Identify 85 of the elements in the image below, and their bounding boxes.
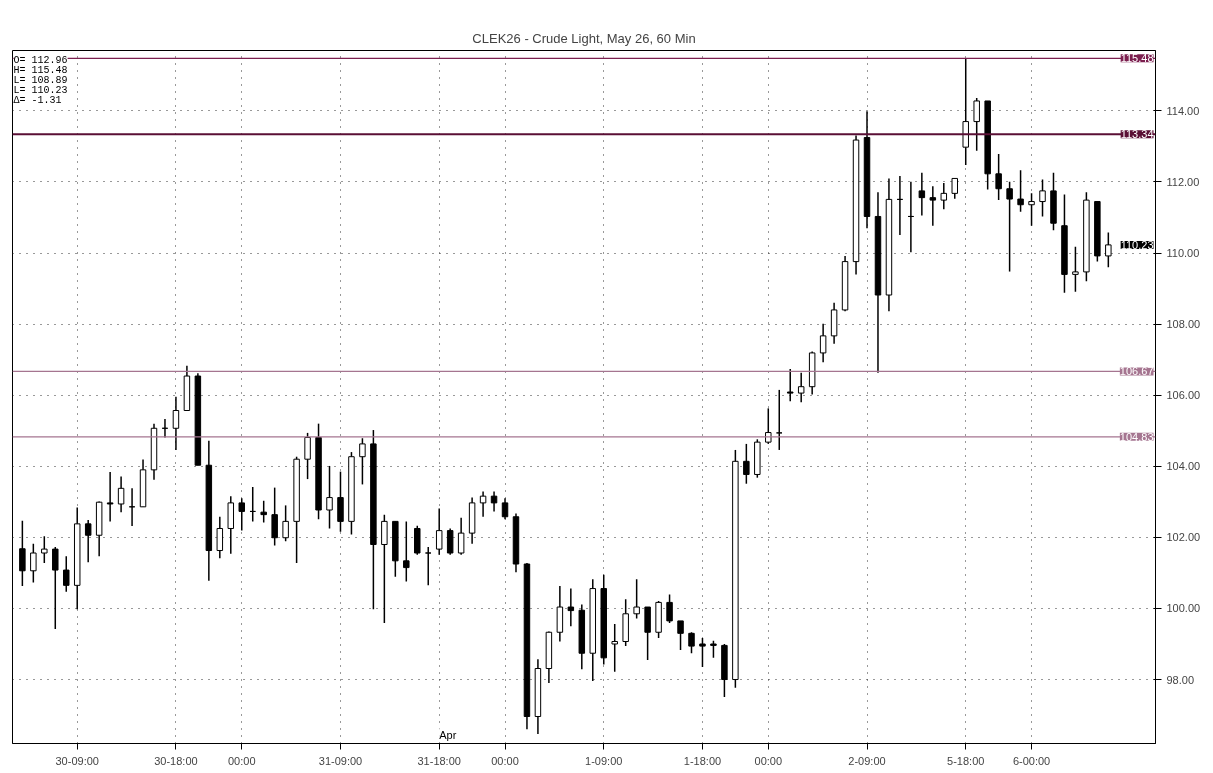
candlestick [1028,192,1035,227]
candlestick [304,432,311,480]
candlestick [117,475,125,513]
y-tick-label: 112.00 [1166,175,1200,188]
candlestick [238,497,245,532]
x-tick-label: 6-00:00 [1012,754,1051,767]
y-tick-label: 100.00 [1166,602,1201,615]
candlestick [424,546,432,587]
annotation: O= 112.96 [13,54,68,66]
candlestick [435,507,443,556]
candlestick [337,470,344,533]
y-tick-label: 98.00 [1166,673,1195,686]
candlestick [403,520,410,583]
x-tick-label: 1-09:00 [585,754,623,767]
candlestick [973,97,980,152]
y-tick-label: 108.00 [1166,318,1201,331]
candlestick [567,587,575,627]
candlestick [501,497,509,520]
candlestick [1039,178,1046,218]
candlestick [776,389,783,451]
candlestick [951,177,958,200]
candlestick [457,517,465,556]
y-tick-label: 102.00 [1166,531,1201,544]
candlestick [260,500,267,524]
candlestick [677,620,684,651]
candlestick [84,519,92,563]
candlestick [1105,231,1112,269]
candlestick [19,519,26,587]
candlestick [1006,180,1013,273]
candlestick [743,443,750,485]
annotation: Δ= -1.31 [13,94,62,106]
y-tick-label: 110.00 [1166,247,1200,260]
candlestick [490,490,498,513]
x-tick-label: 5-18:00 [947,754,985,767]
x-tick-label: 00:00 [754,754,783,767]
text: 110.23 [1120,238,1154,251]
candlestick [282,504,289,543]
candlestick [271,486,278,547]
ref-line-label: 106.67 [1119,365,1154,378]
candlestick [765,407,772,445]
x-tick-label: 30-09:00 [55,754,99,767]
x-tick-label: 31-09:00 [318,754,363,767]
candlestick [819,323,827,363]
candlestick [797,372,805,404]
candlestick [688,631,695,654]
ref-line-label: 104.83 [1119,430,1154,443]
candlestick [359,437,366,486]
candlestick [940,182,948,211]
candlestick [611,623,618,673]
candlestick [633,578,640,620]
candlestick [1072,245,1079,293]
annotation: L= 108.89 [13,74,68,86]
chart-title: CLEK26 - Crude Light, May 26, 60 Min [472,30,696,46]
candlestick [446,527,454,556]
candlestick [172,395,180,451]
candlestick [30,543,37,584]
candlestick [63,555,70,593]
annotation: Apr [439,728,457,741]
x-tick-label: 00:00 [491,754,519,767]
candlestick [995,153,1002,201]
x-tick-label: 2-09:00 [848,754,886,767]
candlestick [918,172,926,217]
x-tick-label: 00:00 [227,754,256,767]
candlestick [41,535,48,564]
y-tick-label: 106.00 [1166,389,1201,402]
candlestick [106,471,114,523]
y-tick-label: 104.00 [1166,460,1201,473]
x-tick-label: 30-18:00 [154,754,198,767]
ref-line-label: 113.34 [1120,128,1154,141]
candlestick [929,185,937,227]
candlestick [1017,169,1024,213]
x-tick-label: 31-18:00 [417,754,461,767]
candlestick [216,516,224,560]
x-tick-label: 1-18:00 [683,754,722,767]
candlestick [699,637,706,668]
annotation: L= 110.23 [13,84,68,96]
candlestick [786,368,794,403]
candlestick [666,593,673,624]
candlestick [479,490,487,518]
candlestick [326,465,333,530]
candlestick [52,546,59,630]
y-tick-label: 114.00 [1166,104,1200,117]
annotation: H= 115.48 [13,64,68,76]
candlestick [381,513,388,624]
ref-line-label: 115.48 [1120,52,1154,65]
